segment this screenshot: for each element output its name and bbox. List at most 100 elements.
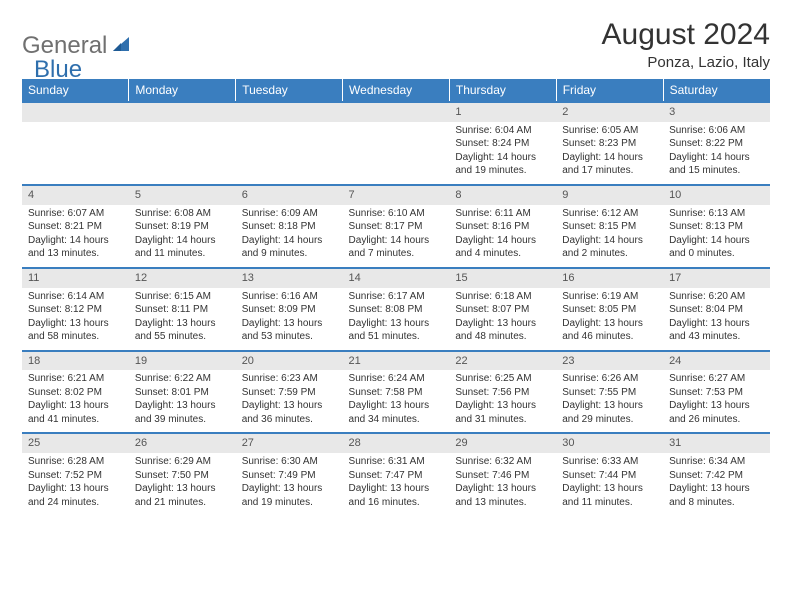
- day-content-cell: Sunrise: 6:32 AMSunset: 7:46 PMDaylight:…: [449, 453, 556, 515]
- daylight-line: Daylight: 13 hours and 46 minutes.: [562, 317, 657, 344]
- daylight-line: Daylight: 13 hours and 43 minutes.: [669, 317, 764, 344]
- daylight-line: Daylight: 13 hours and 13 minutes.: [455, 482, 550, 509]
- day-content-cell: Sunrise: 6:27 AMSunset: 7:53 PMDaylight:…: [663, 370, 770, 433]
- day-number-cell: 11: [22, 268, 129, 288]
- sunset-line: Sunset: 7:56 PM: [455, 386, 550, 400]
- sunset-line: Sunset: 7:47 PM: [349, 469, 444, 483]
- sunrise-line: Sunrise: 6:29 AM: [135, 455, 230, 469]
- daylight-line: Daylight: 13 hours and 11 minutes.: [562, 482, 657, 509]
- sunrise-line: Sunrise: 6:10 AM: [349, 207, 444, 221]
- day-content-cell: Sunrise: 6:16 AMSunset: 8:09 PMDaylight:…: [236, 288, 343, 351]
- daylight-line: Daylight: 14 hours and 19 minutes.: [455, 151, 550, 178]
- daylight-line: Daylight: 13 hours and 16 minutes.: [349, 482, 444, 509]
- day-content-cell: Sunrise: 6:19 AMSunset: 8:05 PMDaylight:…: [556, 288, 663, 351]
- logo-sail-icon: [111, 34, 133, 59]
- sunset-line: Sunset: 8:04 PM: [669, 303, 764, 317]
- day-number-cell: 23: [556, 351, 663, 371]
- sunset-line: Sunset: 8:05 PM: [562, 303, 657, 317]
- day-number-cell: 3: [663, 102, 770, 122]
- daylight-line: Daylight: 13 hours and 48 minutes.: [455, 317, 550, 344]
- weekday-header: Tuesday: [236, 79, 343, 102]
- sunset-line: Sunset: 7:59 PM: [242, 386, 337, 400]
- weekday-header: Friday: [556, 79, 663, 102]
- day-number-cell: 28: [343, 433, 450, 453]
- day-number-cell: 14: [343, 268, 450, 288]
- daylight-line: Daylight: 13 hours and 36 minutes.: [242, 399, 337, 426]
- daylight-line: Daylight: 13 hours and 39 minutes.: [135, 399, 230, 426]
- day-content-cell: Sunrise: 6:10 AMSunset: 8:17 PMDaylight:…: [343, 205, 450, 268]
- weekday-header: Thursday: [449, 79, 556, 102]
- day-number-cell: [22, 102, 129, 122]
- sunrise-line: Sunrise: 6:30 AM: [242, 455, 337, 469]
- daylight-line: Daylight: 13 hours and 58 minutes.: [28, 317, 123, 344]
- sunset-line: Sunset: 7:53 PM: [669, 386, 764, 400]
- sunrise-line: Sunrise: 6:32 AM: [455, 455, 550, 469]
- day-number-cell: [236, 102, 343, 122]
- daylight-line: Daylight: 14 hours and 13 minutes.: [28, 234, 123, 261]
- sunrise-line: Sunrise: 6:19 AM: [562, 290, 657, 304]
- day-number-row: 25262728293031: [22, 433, 770, 453]
- day-content-cell: Sunrise: 6:18 AMSunset: 8:07 PMDaylight:…: [449, 288, 556, 351]
- sunset-line: Sunset: 8:21 PM: [28, 220, 123, 234]
- sunrise-line: Sunrise: 6:11 AM: [455, 207, 550, 221]
- day-number-cell: 4: [22, 185, 129, 205]
- sunrise-line: Sunrise: 6:34 AM: [669, 455, 764, 469]
- day-content-cell: Sunrise: 6:17 AMSunset: 8:08 PMDaylight:…: [343, 288, 450, 351]
- daylight-line: Daylight: 14 hours and 2 minutes.: [562, 234, 657, 261]
- day-content-cell: Sunrise: 6:09 AMSunset: 8:18 PMDaylight:…: [236, 205, 343, 268]
- daylight-line: Daylight: 13 hours and 53 minutes.: [242, 317, 337, 344]
- sunrise-line: Sunrise: 6:22 AM: [135, 372, 230, 386]
- sunrise-line: Sunrise: 6:33 AM: [562, 455, 657, 469]
- day-content-cell: Sunrise: 6:07 AMSunset: 8:21 PMDaylight:…: [22, 205, 129, 268]
- sunset-line: Sunset: 8:22 PM: [669, 137, 764, 151]
- day-content-cell: Sunrise: 6:26 AMSunset: 7:55 PMDaylight:…: [556, 370, 663, 433]
- sunrise-line: Sunrise: 6:28 AM: [28, 455, 123, 469]
- day-number-row: 18192021222324: [22, 351, 770, 371]
- day-content-cell: Sunrise: 6:21 AMSunset: 8:02 PMDaylight:…: [22, 370, 129, 433]
- day-number-cell: 15: [449, 268, 556, 288]
- daylight-line: Daylight: 14 hours and 11 minutes.: [135, 234, 230, 261]
- day-number-cell: 31: [663, 433, 770, 453]
- day-number-cell: 8: [449, 185, 556, 205]
- day-content-cell: Sunrise: 6:33 AMSunset: 7:44 PMDaylight:…: [556, 453, 663, 515]
- day-content-cell: Sunrise: 6:13 AMSunset: 8:13 PMDaylight:…: [663, 205, 770, 268]
- day-content-cell: Sunrise: 6:28 AMSunset: 7:52 PMDaylight:…: [22, 453, 129, 515]
- daylight-line: Daylight: 14 hours and 0 minutes.: [669, 234, 764, 261]
- sunrise-line: Sunrise: 6:31 AM: [349, 455, 444, 469]
- day-number-cell: 18: [22, 351, 129, 371]
- header: General August 2024 Ponza, Lazio, Italy: [22, 18, 770, 71]
- month-title: August 2024: [602, 18, 770, 52]
- day-content-cell: Sunrise: 6:23 AMSunset: 7:59 PMDaylight:…: [236, 370, 343, 433]
- sunrise-line: Sunrise: 6:18 AM: [455, 290, 550, 304]
- sunset-line: Sunset: 8:11 PM: [135, 303, 230, 317]
- day-content-row: Sunrise: 6:07 AMSunset: 8:21 PMDaylight:…: [22, 205, 770, 268]
- weekday-header: Wednesday: [343, 79, 450, 102]
- day-number-row: 123: [22, 102, 770, 122]
- day-content-cell: Sunrise: 6:06 AMSunset: 8:22 PMDaylight:…: [663, 122, 770, 185]
- day-number-cell: 29: [449, 433, 556, 453]
- day-content-row: Sunrise: 6:21 AMSunset: 8:02 PMDaylight:…: [22, 370, 770, 433]
- daylight-line: Daylight: 13 hours and 51 minutes.: [349, 317, 444, 344]
- sunset-line: Sunset: 7:42 PM: [669, 469, 764, 483]
- sunrise-line: Sunrise: 6:09 AM: [242, 207, 337, 221]
- sunset-line: Sunset: 8:09 PM: [242, 303, 337, 317]
- day-content-cell: Sunrise: 6:15 AMSunset: 8:11 PMDaylight:…: [129, 288, 236, 351]
- day-content-cell: Sunrise: 6:04 AMSunset: 8:24 PMDaylight:…: [449, 122, 556, 185]
- sunset-line: Sunset: 8:18 PM: [242, 220, 337, 234]
- day-content-cell: [129, 122, 236, 185]
- day-number-cell: 26: [129, 433, 236, 453]
- day-content-cell: Sunrise: 6:14 AMSunset: 8:12 PMDaylight:…: [22, 288, 129, 351]
- sunset-line: Sunset: 8:13 PM: [669, 220, 764, 234]
- daylight-line: Daylight: 13 hours and 34 minutes.: [349, 399, 444, 426]
- sunrise-line: Sunrise: 6:17 AM: [349, 290, 444, 304]
- sunrise-line: Sunrise: 6:14 AM: [28, 290, 123, 304]
- sunset-line: Sunset: 7:58 PM: [349, 386, 444, 400]
- daylight-line: Daylight: 13 hours and 31 minutes.: [455, 399, 550, 426]
- day-content-cell: Sunrise: 6:31 AMSunset: 7:47 PMDaylight:…: [343, 453, 450, 515]
- day-number-cell: 27: [236, 433, 343, 453]
- day-content-cell: Sunrise: 6:08 AMSunset: 8:19 PMDaylight:…: [129, 205, 236, 268]
- sunrise-line: Sunrise: 6:24 AM: [349, 372, 444, 386]
- day-number-cell: 20: [236, 351, 343, 371]
- sunset-line: Sunset: 8:07 PM: [455, 303, 550, 317]
- day-number-cell: 13: [236, 268, 343, 288]
